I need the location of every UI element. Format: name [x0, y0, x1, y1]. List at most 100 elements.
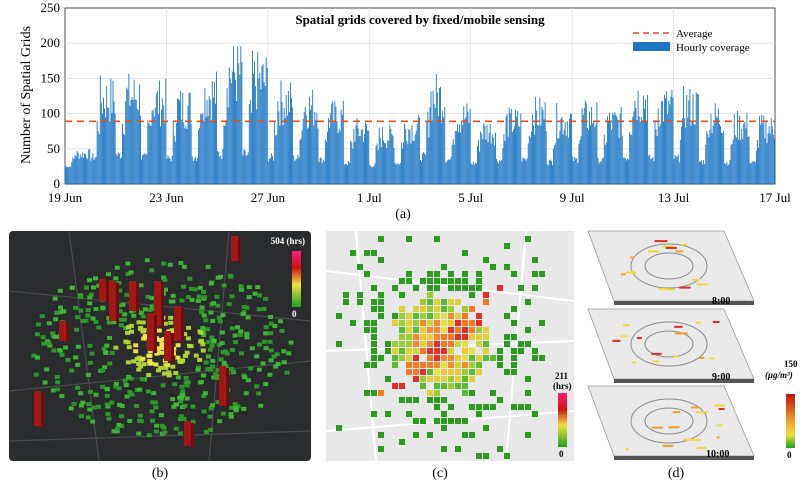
- grid-cube: [128, 270, 134, 275]
- grid-cell: [441, 306, 447, 312]
- hourly-bar: [275, 135, 277, 184]
- grid-cube: [136, 367, 142, 372]
- hourly-bar: [629, 132, 631, 184]
- grid-cube: [262, 339, 268, 344]
- pillar: [59, 321, 66, 341]
- hourly-bar: [773, 139, 775, 184]
- grid-cube: [88, 292, 94, 297]
- grid-cell: [420, 376, 426, 382]
- hourly-bar: [265, 57, 267, 184]
- grid-cube: [241, 406, 247, 411]
- hourly-bar: [431, 120, 433, 184]
- hourly-bar: [735, 137, 737, 184]
- grid-cube: [255, 285, 261, 290]
- grid-cell: [532, 285, 538, 291]
- grid-cell: [532, 355, 538, 361]
- hourly-bar: [668, 100, 670, 184]
- hourly-bar: [726, 162, 728, 184]
- grid-cube: [230, 369, 236, 374]
- hourly-bar: [261, 66, 263, 184]
- grid-cube: [229, 347, 235, 352]
- hourly-bar: [344, 164, 346, 184]
- hourly-bar: [190, 123, 192, 184]
- grid-cube: [210, 364, 216, 369]
- grid-cube: [78, 391, 84, 396]
- grid-cell: [497, 348, 503, 354]
- colorbar-b: [292, 251, 301, 307]
- grid-cube: [141, 336, 147, 341]
- grid-cube: [274, 352, 280, 357]
- grid-cube: [178, 260, 184, 265]
- hourly-bar: [244, 150, 246, 184]
- hourly-bar: [100, 102, 102, 184]
- grid-cube: [170, 364, 176, 369]
- hourly-bar: [595, 124, 597, 184]
- hourly-bar: [518, 125, 520, 184]
- grid-cell: [434, 327, 440, 333]
- cbar-c-max: 211: [555, 371, 569, 381]
- hourly-bar: [768, 126, 770, 184]
- grid-cube: [123, 326, 129, 331]
- slice-plane: [587, 308, 755, 380]
- hourly-bar: [719, 124, 720, 184]
- grid-cell: [448, 313, 454, 319]
- cbar-b-min: 0: [292, 309, 297, 319]
- grid-cube: [208, 310, 214, 315]
- pollution-trace: [651, 426, 664, 429]
- hourly-bar: [223, 125, 225, 184]
- grid-cube: [33, 372, 39, 377]
- hourly-bar: [537, 125, 539, 184]
- hourly-bar: [219, 156, 221, 184]
- grid-cell: [364, 320, 370, 326]
- hourly-bar: [473, 164, 475, 184]
- grid-cell: [413, 327, 419, 333]
- grid-cube: [203, 360, 209, 365]
- grid-cube: [195, 367, 201, 372]
- grid-cube: [125, 360, 131, 365]
- pillar: [164, 331, 171, 361]
- hourly-bar: [71, 162, 73, 184]
- hourly-bar: [99, 75, 101, 184]
- hourly-bar: [375, 145, 377, 184]
- hourly-bar: [159, 80, 160, 184]
- hourly-bar: [386, 148, 388, 184]
- grid-cube: [288, 340, 294, 345]
- hourly-bar: [415, 130, 417, 184]
- grid-cell: [427, 285, 433, 291]
- grid-cube: [179, 405, 185, 410]
- grid-cell: [518, 341, 524, 347]
- hourly-bar: [552, 165, 553, 184]
- pollution-trace: [692, 278, 701, 281]
- grid-cube: [141, 362, 147, 367]
- y-axis-label: Number of Spatial Grids: [19, 26, 34, 164]
- grid-cell: [427, 362, 433, 368]
- grid-cube: [229, 405, 235, 410]
- hourly-bar: [68, 167, 70, 184]
- grid-cell: [462, 376, 468, 382]
- grid-cell: [406, 348, 412, 354]
- grid-cell: [504, 243, 510, 249]
- grid-cube: [201, 333, 207, 338]
- hourly-bar: [156, 91, 158, 184]
- legend-hourly-swatch: [633, 42, 670, 51]
- grid-cell: [462, 278, 468, 284]
- hourly-bar: [439, 88, 440, 184]
- grid-cube: [181, 416, 187, 421]
- grid-cube: [182, 353, 188, 358]
- pollution-trace: [636, 337, 642, 340]
- pollution-trace: [654, 240, 668, 243]
- hourly-bar: [618, 138, 620, 184]
- hourly-bar: [584, 100, 586, 184]
- hourly-bar: [540, 125, 542, 184]
- hourly-bar: [194, 156, 196, 184]
- grid-cube: [175, 355, 181, 360]
- grid-cube: [233, 408, 239, 413]
- grid-cube: [286, 351, 292, 356]
- grid-cube: [101, 346, 107, 351]
- hourly-bar: [676, 156, 678, 184]
- grid-cube: [93, 392, 99, 397]
- hourly-bar: [515, 109, 516, 184]
- grid-cube: [228, 367, 234, 372]
- hourly-bar: [619, 113, 621, 184]
- hourly-bar: [119, 158, 121, 184]
